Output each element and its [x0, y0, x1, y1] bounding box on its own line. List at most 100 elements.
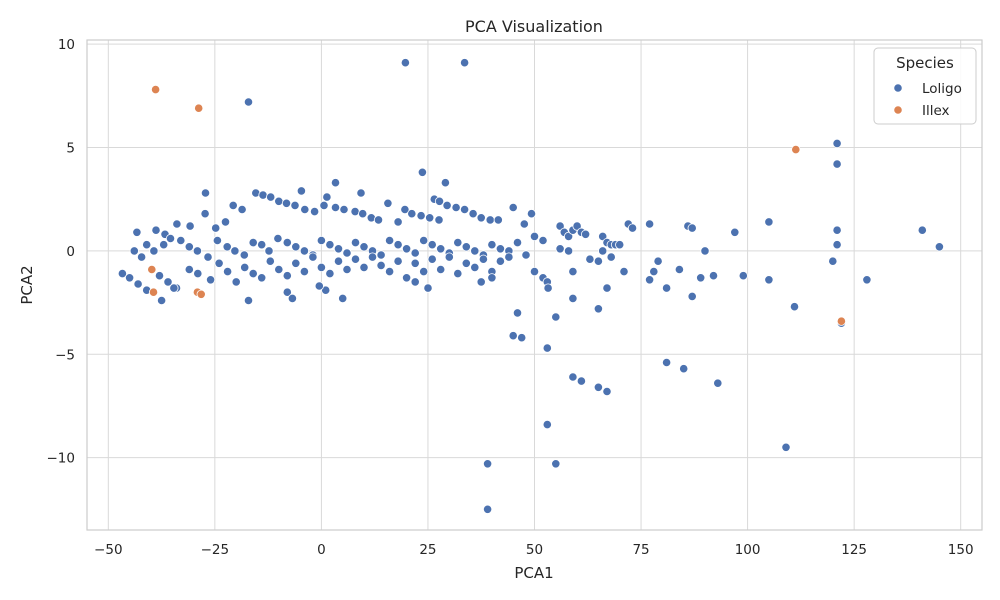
data-point-loligo — [206, 275, 216, 285]
data-point-loligo — [384, 235, 395, 246]
plot-frame — [86, 39, 983, 531]
data-point-loligo — [674, 264, 685, 275]
x-tick-label: −50 — [94, 542, 123, 558]
data-point-loligo — [282, 287, 292, 297]
data-point-loligo — [576, 376, 587, 386]
data-point-loligo — [137, 252, 147, 262]
data-point-loligo — [299, 246, 309, 256]
data-point-loligo — [338, 293, 348, 303]
data-point-loligo — [917, 225, 927, 235]
data-point-loligo — [482, 459, 493, 469]
data-point-loligo — [350, 254, 361, 264]
data-point-loligo — [200, 209, 210, 219]
data-point-loligo — [287, 293, 297, 303]
data-point-loligo — [440, 178, 450, 188]
data-point-loligo — [265, 256, 275, 266]
x-tick-label: 100 — [735, 542, 761, 558]
data-point-loligo — [487, 240, 497, 250]
data-point-loligo — [358, 209, 368, 219]
data-point-loligo — [789, 302, 800, 312]
data-point-loligo — [157, 295, 167, 306]
data-point-loligo — [485, 215, 495, 225]
data-point-illex — [148, 287, 159, 297]
data-point-loligo — [644, 219, 655, 229]
data-point-loligo — [296, 186, 306, 196]
data-point-loligo — [401, 273, 412, 283]
data-point-loligo — [593, 382, 604, 392]
data-point-loligo — [142, 240, 152, 250]
data-point-loligo — [598, 231, 608, 241]
data-point-loligo — [359, 262, 369, 272]
data-point-loligo — [274, 196, 284, 206]
legend-marker-illex — [893, 105, 903, 115]
data-point-loligo — [529, 266, 540, 277]
data-point-loligo — [401, 244, 412, 254]
data-point-loligo — [383, 198, 393, 208]
data-point-loligo — [459, 204, 470, 215]
data-point-loligo — [169, 283, 179, 293]
data-point-loligo — [606, 252, 616, 262]
data-point-loligo — [934, 242, 945, 252]
data-point-loligo — [487, 273, 497, 283]
data-point-loligo — [316, 262, 326, 272]
data-point-loligo — [700, 246, 710, 256]
x-tick-label: 75 — [632, 542, 649, 558]
data-point-loligo — [493, 215, 503, 225]
data-point-loligo — [764, 275, 774, 285]
data-point-loligo — [330, 202, 341, 213]
x-tick-label: 150 — [948, 542, 974, 558]
data-point-loligo — [239, 250, 249, 260]
data-point-loligo — [314, 281, 324, 291]
data-point-loligo — [459, 58, 470, 68]
legend-marker-loligo — [893, 83, 903, 93]
data-point-loligo — [781, 442, 791, 452]
data-point-illex — [196, 289, 206, 299]
x-tick-label: 125 — [841, 542, 867, 558]
data-point-loligo — [257, 240, 267, 250]
chart-title: PCA Visualization — [465, 17, 603, 36]
data-point-loligo — [436, 244, 446, 254]
data-point-loligo — [508, 331, 518, 341]
data-point-loligo — [436, 264, 446, 275]
x-tick-label: 25 — [419, 542, 436, 558]
data-point-loligo — [563, 246, 574, 256]
data-point-illex — [836, 316, 847, 326]
data-point-loligo — [125, 273, 135, 283]
data-point-loligo — [393, 217, 403, 227]
data-point-loligo — [220, 217, 231, 227]
data-point-loligo — [627, 223, 638, 233]
data-point-loligo — [521, 250, 531, 260]
y-tick-label: 5 — [66, 141, 75, 157]
data-point-loligo — [282, 271, 292, 281]
data-point-loligo — [687, 223, 697, 233]
data-point-loligo — [212, 235, 222, 246]
legend-box — [873, 47, 977, 125]
data-point-loligo — [410, 248, 420, 258]
data-point-loligo — [376, 260, 386, 270]
data-point-loligo — [290, 200, 300, 210]
data-point-loligo — [517, 333, 527, 343]
data-point-loligo — [555, 221, 565, 231]
data-point-loligo — [350, 238, 361, 248]
data-point-loligo — [661, 357, 672, 368]
data-point-loligo — [243, 97, 254, 107]
data-point-loligo — [568, 266, 578, 277]
data-point-loligo — [687, 291, 697, 301]
data-point-loligo — [563, 231, 574, 241]
data-point-loligo — [132, 227, 142, 237]
data-point-loligo — [266, 192, 276, 202]
x-tick-label: 0 — [317, 542, 326, 558]
data-point-loligo — [200, 188, 211, 198]
data-point-loligo — [442, 200, 452, 210]
data-point-loligo — [482, 504, 493, 514]
data-point-loligo — [151, 225, 161, 235]
data-point-loligo — [322, 192, 332, 202]
data-point-loligo — [444, 252, 454, 262]
data-point-loligo — [117, 268, 128, 279]
data-point-loligo — [568, 293, 578, 303]
data-point-loligo — [333, 244, 344, 254]
data-point-loligo — [228, 200, 238, 210]
x-tick-label: −25 — [201, 542, 230, 558]
data-point-loligo — [764, 217, 774, 227]
data-point-loligo — [708, 271, 719, 281]
